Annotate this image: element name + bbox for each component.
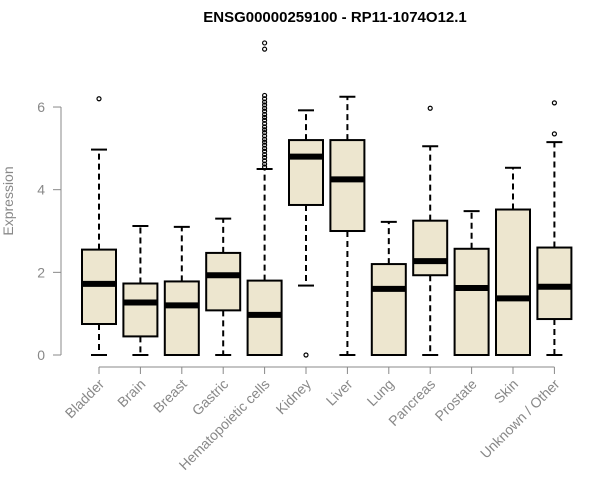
y-tick-label: 4 — [37, 182, 45, 198]
outlier-point — [262, 164, 268, 170]
y-axis: 0 2 4 6 — [37, 99, 62, 363]
outlier-point — [303, 352, 309, 358]
x-category-label: Skin — [491, 376, 522, 407]
x-category-label: Kidney — [273, 376, 315, 418]
box-10 — [495, 166, 531, 356]
outlier-point — [262, 99, 268, 105]
box-3 — [205, 217, 242, 356]
box-0 — [81, 96, 117, 356]
box-6 — [329, 95, 366, 356]
outlier-point — [262, 120, 268, 127]
box-7 — [370, 220, 407, 357]
outlier-point — [262, 111, 268, 118]
outlier-point — [262, 161, 268, 167]
outlier-point — [262, 124, 268, 130]
x-category-label: Breast — [150, 376, 190, 416]
box-5 — [288, 109, 324, 358]
outlier-point — [551, 131, 558, 137]
iqr-box — [536, 246, 573, 321]
outlier-point — [262, 139, 268, 145]
x-category-label: Unknown / Other — [477, 376, 563, 462]
outlier-point — [262, 158, 268, 164]
box-11 — [536, 100, 573, 356]
iqr-box — [288, 139, 324, 206]
box-1 — [122, 225, 159, 356]
outlier-point — [262, 130, 268, 136]
box-series — [81, 40, 573, 358]
iqr-box — [453, 247, 490, 357]
y-tick-label: 0 — [37, 347, 45, 363]
iqr-box — [329, 139, 366, 233]
x-category-label: Liver — [323, 376, 356, 409]
outlier-point — [262, 105, 268, 111]
outlier-point — [262, 114, 268, 120]
outlier-point — [262, 133, 268, 139]
outlier-point — [262, 148, 268, 154]
y-tick-label: 2 — [37, 264, 45, 280]
iqr-box — [412, 219, 449, 277]
outlier-point — [427, 105, 433, 111]
iqr-box — [205, 251, 242, 312]
box-4 — [246, 40, 283, 356]
box-8 — [412, 105, 449, 356]
iqr-box — [122, 282, 159, 338]
outlier-point — [262, 108, 268, 114]
outlier-point — [96, 96, 102, 102]
iqr-box — [370, 263, 407, 357]
outlier-point — [262, 40, 268, 46]
box-9 — [453, 210, 490, 357]
outlier-point — [262, 136, 268, 142]
box-2 — [163, 225, 200, 356]
outlier-point — [262, 127, 268, 133]
outlier-point — [262, 102, 268, 108]
outlier-point — [262, 151, 268, 158]
outlier-point — [262, 96, 268, 102]
y-tick-label: 6 — [37, 99, 45, 115]
outlier-point — [262, 117, 268, 123]
chart-title: ENSG00000259100 - RP11-1074O12.1 — [203, 9, 467, 26]
x-category-label: Brain — [114, 376, 148, 410]
outlier-point — [262, 145, 268, 151]
x-category-label: Bladder — [62, 376, 108, 422]
iqr-box — [495, 208, 531, 356]
iqr-box — [163, 280, 200, 356]
outlier-point — [262, 92, 268, 99]
outlier-point — [262, 46, 268, 52]
x-category-label: Prostate — [432, 376, 480, 424]
y-axis-label: Expression — [0, 166, 16, 235]
x-category-label: Lung — [364, 376, 397, 409]
outlier-point — [262, 142, 268, 148]
outlier-point — [551, 100, 558, 106]
outlier-point — [262, 154, 268, 161]
